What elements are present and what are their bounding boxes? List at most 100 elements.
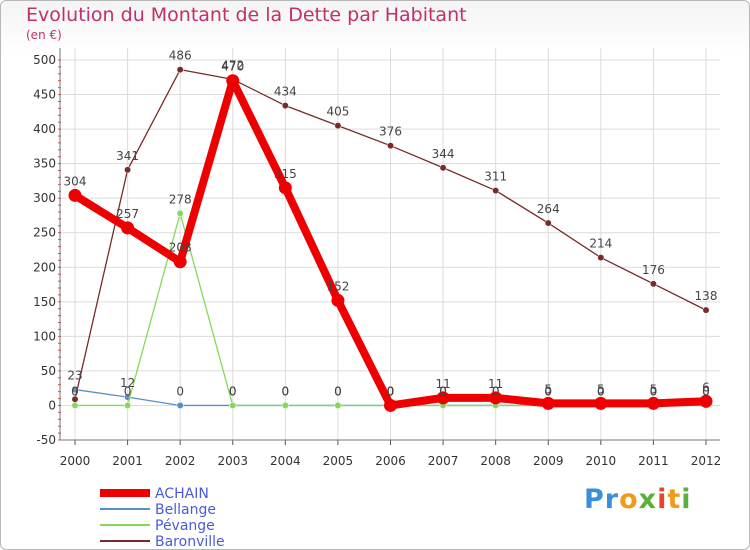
data-point-achain xyxy=(121,221,135,235)
data-label-baronville: 311 xyxy=(484,170,507,184)
data-label-achain: 0 xyxy=(387,384,395,398)
data-label-baronville: 138 xyxy=(695,289,718,303)
data-point-achain xyxy=(594,396,608,410)
data-label-bellange: 0 xyxy=(597,384,605,398)
data-point-achain xyxy=(436,391,450,405)
data-label-bellange: 0 xyxy=(650,384,658,398)
legend-label-bellange: Bellange xyxy=(155,502,216,518)
data-point-achain xyxy=(173,255,187,269)
data-point-bellange xyxy=(176,402,184,409)
data-point-pevange xyxy=(229,402,237,409)
data-label-pevange: 0 xyxy=(650,384,658,398)
data-point-baronville xyxy=(544,219,552,227)
x-tick-label: 2002 xyxy=(165,454,196,468)
data-point-achain xyxy=(699,394,713,408)
data-label-bellange: 0 xyxy=(387,384,395,398)
data-point-baronville xyxy=(281,102,289,110)
data-label-bellange: 12 xyxy=(120,376,135,390)
x-tick-label: 2001 xyxy=(112,454,143,468)
data-point-achain xyxy=(331,293,345,307)
y-tick-label: 50 xyxy=(41,364,56,378)
data-label-baronville: 176 xyxy=(642,263,665,277)
chart-title: Evolution du Montant de la Dette par Hab… xyxy=(26,4,467,26)
data-label-bellange: 0 xyxy=(282,384,290,398)
chart-subtitle: (en €) xyxy=(26,28,62,42)
data-point-baronville xyxy=(71,395,79,403)
x-tick-label: 2012 xyxy=(691,454,722,468)
data-point-pevange xyxy=(124,402,132,409)
data-label-achain: 6 xyxy=(702,380,710,394)
data-label-achain: 11 xyxy=(488,377,503,391)
y-tick-label: 200 xyxy=(33,260,56,274)
data-label-pevange: 0 xyxy=(71,384,79,398)
data-point-achain xyxy=(489,391,503,405)
data-label-bellange: 0 xyxy=(334,384,342,398)
data-label-achain: 257 xyxy=(116,207,139,221)
data-point-baronville xyxy=(334,122,342,130)
data-label-achain: 304 xyxy=(64,174,87,188)
data-label-achain: 470 xyxy=(221,60,244,74)
x-tick-label: 2010 xyxy=(586,454,617,468)
x-tick-label: 2008 xyxy=(480,454,511,468)
y-tick-label: 350 xyxy=(33,157,56,171)
y-tick-label: 400 xyxy=(33,122,56,136)
data-label-baronville: 486 xyxy=(169,49,192,63)
data-point-achain xyxy=(226,74,240,88)
data-label-pevange: 0 xyxy=(702,384,710,398)
data-label-pevange: 0 xyxy=(387,384,395,398)
data-label-baronville: 264 xyxy=(537,202,560,216)
data-point-baronville xyxy=(176,66,184,74)
legend-label-achain: ACHAIN xyxy=(155,486,209,502)
data-label-achain: 5 xyxy=(544,382,552,396)
data-label-bellange: 0 xyxy=(229,384,237,398)
data-label-baronville: 341 xyxy=(116,149,139,163)
y-tick-label: 500 xyxy=(33,53,56,67)
data-label-pevange: 0 xyxy=(229,384,237,398)
x-tick-label: 2003 xyxy=(217,454,248,468)
data-label-pevange: 0 xyxy=(334,384,342,398)
y-tick-label: 100 xyxy=(33,329,56,343)
y-tick-label: 450 xyxy=(33,88,56,102)
y-tick-label: 250 xyxy=(33,226,56,240)
data-label-baronville: 214 xyxy=(589,237,612,251)
data-label-baronville: 405 xyxy=(326,105,349,119)
y-tick-label: -50 xyxy=(36,433,56,447)
data-point-achain xyxy=(541,396,555,410)
data-label-baronville: 434 xyxy=(274,85,297,99)
x-tick-label: 2006 xyxy=(375,454,406,468)
y-tick-label: 150 xyxy=(33,295,56,309)
data-label-pevange: 0 xyxy=(544,384,552,398)
data-label-pevange: 0 xyxy=(492,384,500,398)
legend-label-pevange: Pévange xyxy=(155,518,215,534)
data-label-baronville: 344 xyxy=(432,147,455,161)
x-tick-label: 2007 xyxy=(428,454,459,468)
x-tick-label: 2009 xyxy=(533,454,564,468)
data-point-baronville xyxy=(649,280,657,288)
x-tick-label: 2011 xyxy=(638,454,669,468)
data-point-baronville xyxy=(387,142,394,150)
proxiti-logo: Proxiti xyxy=(584,484,692,515)
data-label-baronville: 376 xyxy=(379,125,402,139)
data-point-achain xyxy=(278,181,292,195)
data-point-pevange xyxy=(281,402,289,409)
data-label-bellange: 23 xyxy=(67,369,82,383)
data-label-bellange: 0 xyxy=(439,384,447,398)
data-label-pevange: 0 xyxy=(124,384,132,398)
data-point-baronville xyxy=(492,187,500,195)
x-tick-label: 2000 xyxy=(60,454,91,468)
y-tick-label: 0 xyxy=(48,398,56,412)
data-point-baronville xyxy=(124,166,132,174)
legend-label-baronville: Baronville xyxy=(155,534,225,550)
data-point-baronville xyxy=(439,164,447,172)
data-label-pevange: 0 xyxy=(439,384,447,398)
data-label-achain: 5 xyxy=(597,382,605,396)
data-point-baronville xyxy=(702,306,710,314)
data-label-bellange: 0 xyxy=(702,384,710,398)
data-label-pevange: 0 xyxy=(597,384,605,398)
data-point-achain xyxy=(646,396,660,410)
data-label-achain: 11 xyxy=(435,377,450,391)
data-label-achain: 315 xyxy=(274,167,297,181)
data-point-pevange xyxy=(176,209,184,217)
data-label-pevange: 278 xyxy=(169,192,192,206)
